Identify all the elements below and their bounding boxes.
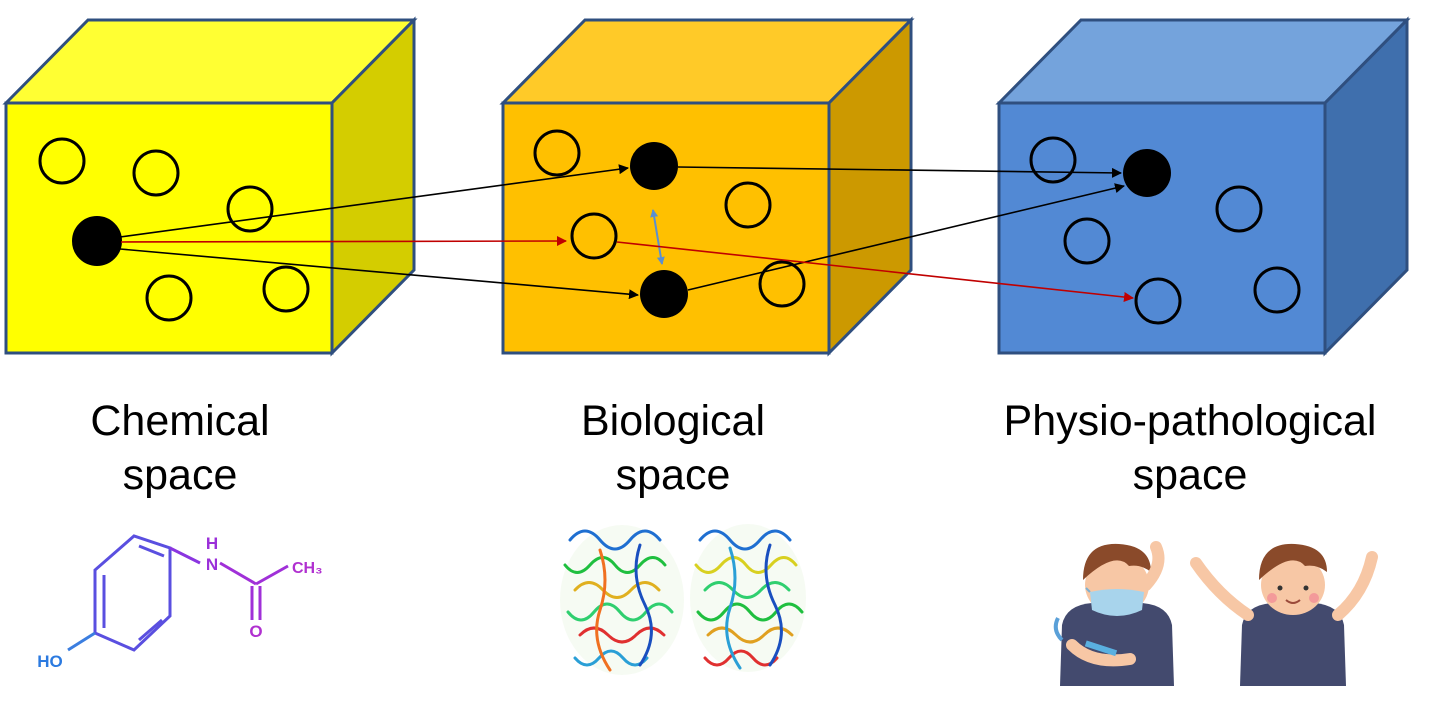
black-arrow: [677, 166, 1122, 178]
group-ch3-label: CH₃: [292, 560, 323, 577]
biological-space-label-line2: space: [615, 451, 731, 499]
physio-node: [1253, 266, 1301, 314]
chemical-node: [226, 185, 274, 233]
physio-space-label: Physio-pathological space: [980, 394, 1400, 502]
red-arrow: [120, 236, 567, 247]
mapping-arrows: [119, 164, 1134, 302]
physio-node: [1134, 277, 1182, 325]
chemical-node: [38, 137, 86, 185]
atom-h-label: H: [206, 534, 218, 553]
chemical-space-cube: [2, 16, 418, 357]
molecule-structure-icon: H N CH₃ O HO: [37, 534, 322, 671]
atom-o-label: O: [249, 622, 262, 641]
relation-arrow: [650, 209, 665, 265]
chemical-space-label-line1: Chemical: [90, 397, 270, 445]
chemical-space-label-line2: space: [122, 451, 238, 499]
physio-node: [1215, 185, 1263, 233]
chemical-node: [262, 265, 310, 313]
chemical-node: [145, 274, 193, 322]
atom-n-label: N: [206, 555, 218, 574]
biological-node-active: [630, 142, 678, 190]
black-arrow: [119, 164, 629, 238]
biological-space-label: Biological space: [533, 394, 813, 502]
physio-space-label-line2: space: [1132, 451, 1248, 499]
biological-space-label-line1: Biological: [580, 397, 766, 445]
physio-node: [1063, 217, 1111, 265]
chemical-space-label: Chemical space: [40, 394, 320, 502]
red-arrow: [616, 241, 1134, 302]
chemical-node-active: [72, 216, 122, 266]
protein-structure-icon: [560, 524, 806, 675]
biological-node: [758, 260, 806, 308]
healthy-child-icon: [1190, 543, 1378, 686]
biological-node: [570, 212, 618, 260]
black-arrow: [119, 248, 639, 300]
chemical-node: [132, 149, 180, 197]
black-arrow: [687, 183, 1125, 291]
biological-node: [533, 129, 581, 177]
chemical-cube-front: [4, 101, 334, 355]
physio-node-active: [1123, 149, 1171, 197]
biological-node: [724, 181, 772, 229]
physio-node: [1029, 136, 1077, 184]
physio-cube-front: [997, 101, 1327, 355]
biological-space-cube: [499, 16, 915, 357]
group-ho-label: HO: [37, 652, 63, 671]
sick-child-icon: [1053, 541, 1174, 686]
physio-space-label-line1: Physio-pathological: [1003, 397, 1377, 445]
biological-node-active: [640, 270, 688, 318]
physio-space-cube: [995, 16, 1411, 357]
